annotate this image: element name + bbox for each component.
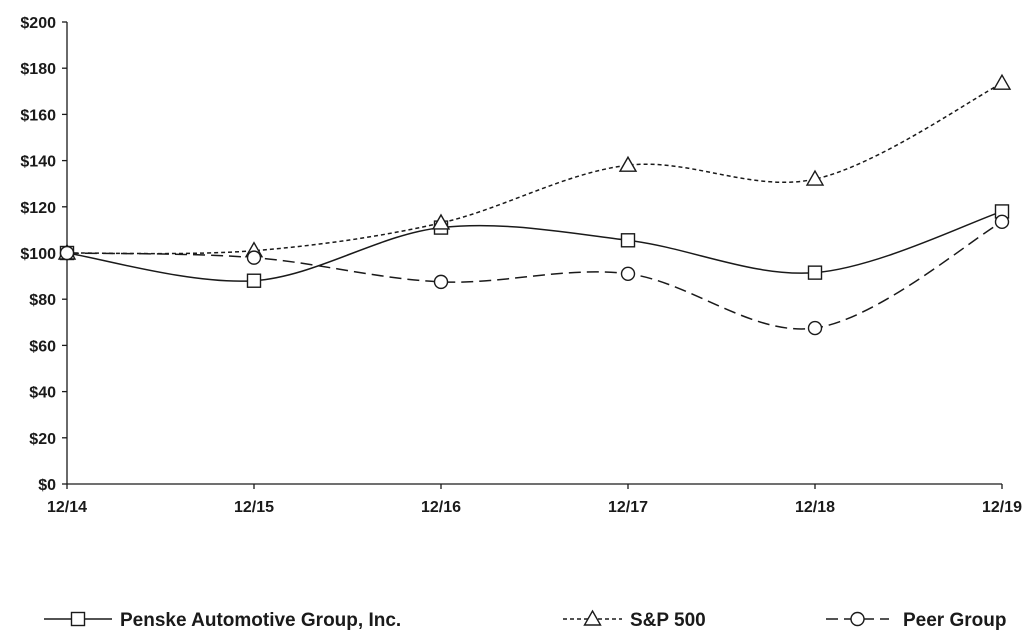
series-line — [66, 82, 1003, 255]
x-tick-label: 12/19 — [982, 499, 1022, 516]
legend-marker-triangle — [583, 609, 602, 626]
series-layer — [57, 73, 1012, 336]
data-point-circle — [994, 214, 1010, 230]
y-tick-label: $40 — [29, 385, 56, 402]
data-point-circle — [59, 245, 75, 261]
legend-label: Peer Group — [903, 610, 1006, 631]
series-0-markers — [59, 204, 1010, 288]
x-tick-label: 12/18 — [795, 499, 835, 516]
y-tick-label: $80 — [29, 292, 56, 309]
series-1 — [66, 82, 1003, 255]
y-tick-label: $100 — [20, 246, 56, 263]
data-point-circle — [433, 274, 449, 290]
y-tick-label: $200 — [20, 15, 56, 32]
legend-marker-circle — [850, 611, 865, 627]
x-tick-label: 12/16 — [421, 499, 461, 516]
data-point-square — [246, 273, 262, 288]
series-1-markers — [57, 73, 1012, 260]
series-0 — [66, 210, 1003, 282]
y-tick-label: $0 — [38, 477, 56, 494]
data-point-triangle — [431, 213, 451, 230]
legend: Penske Automotive Group, Inc. S&P 500 Peer… — [44, 609, 1006, 631]
data-point-triangle — [805, 169, 825, 186]
x-axis: 12/14 12/15 12/16 12/17 12/18 12/19 — [47, 483, 1022, 516]
legend-label: Penske Automotive Group, Inc. — [120, 610, 401, 631]
legend-label: S&P 500 — [630, 610, 706, 631]
data-point-triangle — [992, 73, 1012, 90]
legend-item: Penske Automotive Group, Inc. — [44, 610, 401, 631]
y-tick-label: $120 — [20, 200, 56, 217]
x-tick-label: 12/15 — [234, 499, 274, 516]
y-axis: $0 $20 $40 $60 $80 $100 $120 $140 $160 $180 $200 — [20, 15, 68, 494]
series-line — [66, 221, 1003, 330]
y-tick-label: $140 — [20, 154, 56, 171]
data-point-triangle — [618, 155, 638, 172]
x-tick-label: 12/17 — [608, 499, 648, 516]
series-2 — [66, 221, 1003, 330]
y-tick-label: $180 — [20, 61, 56, 78]
series-line — [66, 210, 1003, 282]
series-2-markers — [59, 214, 1010, 336]
legend-item: Peer Group — [826, 610, 1006, 631]
data-point-circle — [246, 250, 262, 265]
x-tick-label: 12/14 — [47, 499, 87, 516]
data-point-circle — [807, 320, 823, 336]
y-tick-label: $160 — [20, 107, 56, 124]
y-tick-label: $20 — [29, 431, 56, 448]
legend-marker-square — [70, 611, 86, 627]
legend-item: S&P 500 — [563, 609, 706, 631]
y-tick-label: $60 — [29, 338, 56, 355]
data-point-circle — [620, 266, 636, 281]
data-point-square — [807, 265, 823, 280]
data-point-square — [620, 233, 636, 248]
